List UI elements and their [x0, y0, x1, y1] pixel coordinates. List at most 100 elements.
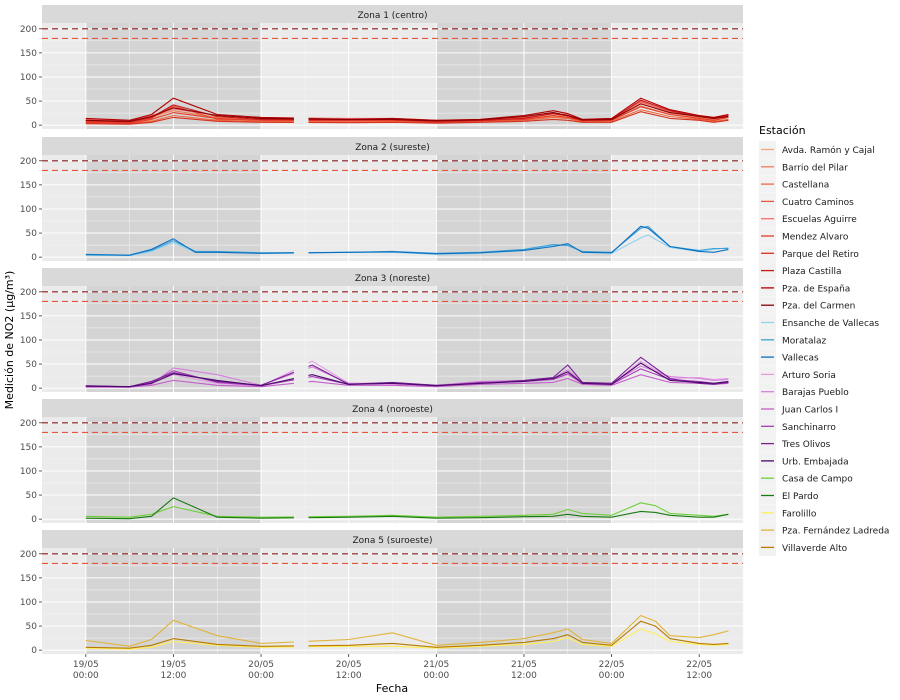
facet-title: Zona 5 (suroeste) — [352, 536, 432, 546]
legend-item: Sanchinarro — [759, 417, 836, 435]
y-tick-label: 150 — [20, 574, 37, 584]
y-tick-label: 100 — [20, 336, 37, 346]
x-tick-label: 19/05 00:00 — [73, 660, 99, 681]
legend-item: Mendez Alvaro — [759, 227, 849, 245]
legend-item: Plaza Castilla — [759, 262, 842, 280]
legend-label: Parque del Retiro — [782, 250, 859, 260]
legend-label: Tres Olivos — [781, 440, 831, 450]
y-tick-label: 150 — [20, 181, 37, 191]
x-axis: 19/05 00:00 19/05 12:00 20/05 00:00 20/05 12:00… — [73, 654, 712, 681]
legend-label: Avda. Ramón y Cajal — [782, 145, 875, 156]
x-tick-label: 19/05 12:00 — [160, 660, 186, 681]
legend-item: Casa de Campo — [759, 469, 853, 487]
x-tick-label: 20/05 12:00 — [336, 660, 362, 681]
y-tick-label: 150 — [20, 443, 37, 453]
legend-item: Moratalaz — [759, 331, 827, 349]
legend-item: Urb. Embajada — [759, 452, 849, 470]
y-tick-label: 50 — [26, 622, 38, 632]
x-tick-label: 21/05 00:00 — [423, 660, 449, 681]
facet-strip — [42, 137, 743, 155]
legend-label: Escuelas Aguirre — [782, 215, 857, 225]
y-tick-label: 0 — [31, 253, 37, 263]
legend-label: Villaverde Alto — [782, 544, 848, 554]
x-axis-label: Fecha — [376, 682, 408, 695]
facet-panel: Zona 2 (sureste) 0 50 100 150 200 — [20, 137, 744, 263]
legend-item: Avda. Ramón y Cajal — [759, 141, 875, 158]
series-line — [308, 628, 729, 649]
series-line — [308, 620, 729, 648]
series-line — [85, 373, 295, 388]
y-tick-label: 0 — [31, 515, 37, 525]
legend-label: Cuatro Caminos — [782, 198, 854, 208]
y-tick-label: 0 — [31, 121, 37, 131]
legend-item: Escuelas Aguirre — [759, 210, 857, 228]
y-tick-label: 200 — [20, 288, 37, 298]
legend-label: Castellana — [782, 181, 829, 191]
series-line — [308, 109, 729, 124]
legend-label: Ensanche de Vallecas — [782, 319, 879, 329]
y-axis-label: Medición de NO2 (µg/m³) — [3, 271, 16, 410]
series-line — [85, 116, 294, 125]
x-tick-label: 22/05 12:00 — [686, 660, 712, 681]
legend-item: Vallecas — [759, 348, 819, 366]
legend-item: Ensanche de Vallecas — [759, 314, 879, 331]
y-tick-label: 50 — [26, 360, 38, 370]
facet-strip — [42, 399, 743, 417]
legend-label: Barrio del Pilar — [782, 163, 848, 173]
legend-label: Mendez Alvaro — [782, 233, 849, 243]
legend-item: Cuatro Caminos — [759, 192, 854, 210]
series-line — [308, 362, 729, 387]
legend-label: Pza. Fernández Ladreda — [782, 527, 889, 537]
legend-label: Casa de Campo — [782, 475, 853, 485]
y-tick-label: 0 — [31, 646, 37, 656]
y-tick-label: 200 — [20, 419, 37, 429]
legend-item: Arturo Soria — [759, 365, 836, 383]
x-tick-label: 21/05 12:00 — [511, 660, 537, 681]
series-line — [308, 225, 729, 255]
x-tick-label: 22/05 00:00 — [599, 660, 625, 681]
legend-item: Barajas Pueblo — [759, 383, 849, 401]
legend-label: Moratalaz — [782, 336, 827, 346]
legend-label: Farolillo — [782, 509, 817, 519]
x-tick-label: 20/05 00:00 — [248, 660, 274, 681]
legend-item: Castellana — [759, 175, 829, 193]
facet-title: Zona 3 (noreste) — [355, 274, 430, 284]
series-line — [308, 97, 729, 121]
y-tick-label: 50 — [26, 491, 38, 501]
legend-label: Plaza Castilla — [782, 267, 842, 277]
legend-label: Barajas Pueblo — [782, 388, 849, 398]
y-tick-label: 200 — [20, 550, 37, 560]
facet-title: Zona 1 (centro) — [357, 11, 427, 21]
series-line — [308, 111, 729, 124]
legend-item: Pza. Fernández Ladreda — [759, 521, 889, 539]
series-line — [85, 107, 294, 122]
series-line — [308, 374, 729, 388]
series-line — [308, 614, 729, 646]
legend-item: Villaverde Alto — [759, 538, 848, 556]
legend-item: Barrio del Pilar — [759, 158, 848, 176]
legend-label: Arturo Soria — [782, 371, 836, 381]
facet-strip — [42, 530, 743, 548]
y-tick-label: 150 — [20, 312, 37, 322]
legend-item: Pza. del Carmen — [759, 296, 855, 314]
facet-panel: Zona 1 (centro) 0 50 100 150 200 — [20, 5, 744, 131]
series-line — [85, 640, 294, 650]
legend-label: El Pardo — [782, 492, 819, 502]
legend-item: Parque del Retiro — [759, 244, 859, 262]
y-tick-label: 50 — [26, 97, 38, 107]
facet-panel: Zona 4 (noroeste) 0 50 100 150 200 — [20, 399, 744, 525]
legend-label: Pza. del Carmen — [782, 302, 855, 312]
y-tick-label: 0 — [31, 384, 37, 394]
y-tick-label: 50 — [26, 229, 38, 239]
series-line — [85, 638, 294, 649]
series-line — [308, 502, 729, 518]
series-line — [85, 238, 294, 256]
y-tick-label: 100 — [20, 598, 37, 608]
y-tick-label: 200 — [20, 157, 37, 167]
legend-item: Pza. de España — [759, 279, 850, 297]
y-tick-label: 200 — [20, 25, 37, 35]
series-line — [308, 510, 729, 519]
legend-label: Juan Carlos I — [781, 406, 838, 416]
